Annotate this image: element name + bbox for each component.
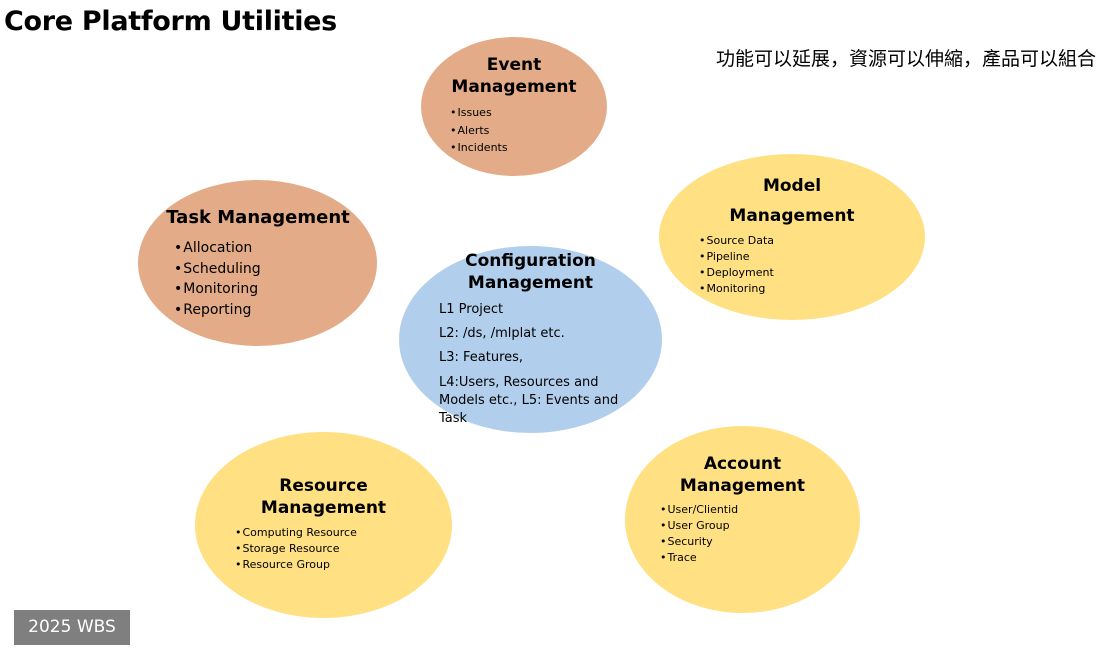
list-item: Reporting	[174, 300, 261, 321]
configuration-level-3: L3: Features,	[439, 350, 524, 365]
account-management-list: User/Clientid User Group Security Trace	[660, 502, 739, 566]
account-management-title: Account Management	[625, 453, 860, 497]
list-item: Issues	[450, 104, 508, 122]
list-item: Computing Resource	[235, 525, 357, 541]
configuration-management-title: Configuration Management	[399, 250, 662, 294]
resource-management-title-line1: Resource	[279, 476, 368, 496]
configuration-level-2: L2: /ds, /mlplat etc.	[439, 326, 565, 341]
list-item: Resource Group	[235, 557, 357, 573]
configuration-management-node	[399, 246, 662, 433]
account-management-title-line1: Account	[703, 454, 782, 474]
list-item: Monitoring	[174, 279, 261, 300]
task-management-title: Task Management	[166, 207, 350, 228]
list-item: Storage Resource	[235, 541, 357, 557]
list-item: Security	[660, 534, 738, 550]
wbs-badge: 2025 WBS	[14, 610, 130, 645]
event-management-title-line1: Event	[486, 55, 542, 75]
resource-management-list: Computing Resource Storage Resource Reso…	[235, 525, 357, 573]
list-item: User/Clientid	[660, 502, 739, 518]
list-item: Monitoring	[699, 281, 774, 297]
event-management-title: Event Management	[421, 54, 607, 98]
task-management-list: Allocation Scheduling Monitoring Reporti…	[174, 238, 261, 321]
resource-management-title-line2: Management	[260, 498, 387, 518]
configuration-level-1: L1 Project	[439, 302, 504, 317]
page-subtitle: 功能可以延展，資源可以伸縮，產品可以組合	[715, 48, 1096, 70]
model-management-title-line1: Model	[762, 176, 822, 196]
list-item: Pipeline	[699, 249, 774, 265]
list-item: Alerts	[450, 122, 508, 140]
account-management-title-line2: Management	[679, 476, 806, 496]
resource-management-title: Resource Management	[195, 475, 452, 519]
list-item: Deployment	[699, 265, 774, 281]
event-management-list: Issues Alerts Incidents	[450, 104, 508, 157]
list-item: Scheduling	[174, 259, 260, 280]
model-management-list: Source Data Pipeline Deployment Monitori…	[699, 233, 775, 297]
page-title: Core Platform Utilities	[4, 6, 337, 37]
list-item: Source Data	[699, 233, 775, 249]
configuration-management-title-line2: Management	[467, 273, 594, 293]
configuration-level-4-5: L4:Users, Resources and Models etc., L5:…	[439, 375, 619, 426]
event-management-title-line2: Management	[451, 77, 577, 97]
model-management-title-line2: Management	[729, 206, 855, 226]
configuration-management-title-line1: Configuration	[465, 251, 596, 271]
list-item: Trace	[660, 550, 738, 566]
model-management-title: Model Management	[659, 175, 925, 227]
list-item: Incidents	[450, 139, 508, 157]
list-item: User Group	[660, 518, 738, 534]
list-item: Allocation	[174, 238, 261, 259]
